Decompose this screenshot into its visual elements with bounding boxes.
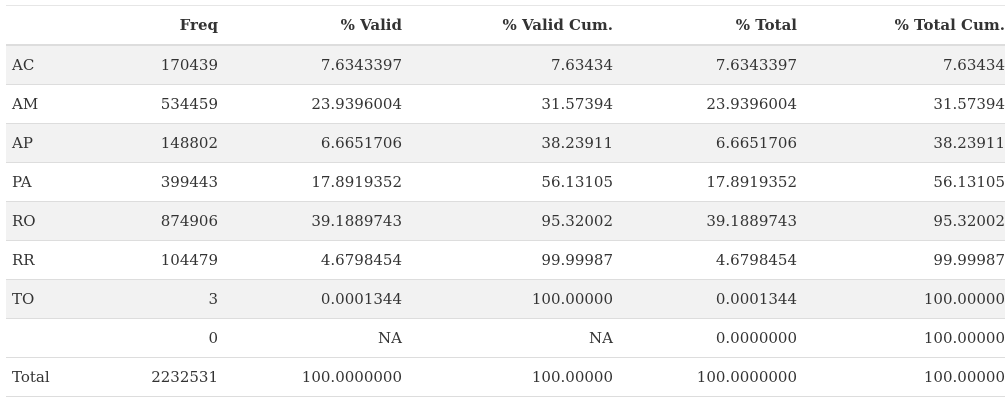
cell-pct-total: 7.6343397 — [613, 44, 797, 85]
cell-pct-valid: 7.6343397 — [218, 44, 402, 85]
cell-pct-total-cum: 95.32002 — [797, 201, 1005, 241]
cell-pct-valid-cum: NA — [402, 318, 613, 358]
cell-pct-valid-cum: 38.23911 — [402, 123, 613, 163]
cell-pct-valid: 39.1889743 — [218, 201, 402, 241]
table-row: AM 534459 23.9396004 31.57394 23.9396004… — [6, 84, 1005, 124]
cell-pct-valid: 23.9396004 — [218, 84, 402, 124]
cell-pct-total: 100.0000000 — [613, 357, 797, 397]
cell-pct-valid-cum: 95.32002 — [402, 201, 613, 241]
cell-pct-valid-cum: 99.99987 — [402, 240, 613, 280]
cell-pct-total-cum: 38.23911 — [797, 123, 1005, 163]
cell-pct-valid: 17.8919352 — [218, 162, 402, 202]
cell-pct-valid: 100.0000000 — [218, 357, 402, 397]
cell-pct-valid-cum: 100.00000 — [402, 357, 613, 397]
cell-freq: 874906 — [126, 201, 218, 241]
header-category — [6, 5, 126, 46]
cell-pct-valid-cum: 56.13105 — [402, 162, 613, 202]
cell-category: RO — [6, 201, 126, 241]
cell-freq: 399443 — [126, 162, 218, 202]
cell-pct-total-cum: 31.57394 — [797, 84, 1005, 124]
cell-category: AP — [6, 123, 126, 163]
cell-pct-total-cum: 7.63434 — [797, 44, 1005, 85]
cell-freq: 104479 — [126, 240, 218, 280]
table-row: AC 170439 7.6343397 7.63434 7.6343397 7.… — [6, 44, 1005, 85]
cell-pct-total: 0.0000000 — [613, 318, 797, 358]
table-row-total: Total 2232531 100.0000000 100.00000 100.… — [6, 357, 1005, 397]
cell-category: TO — [6, 279, 126, 319]
table-row: AP 148802 6.6651706 38.23911 6.6651706 3… — [6, 123, 1005, 163]
cell-freq: 170439 — [126, 44, 218, 85]
cell-freq: 534459 — [126, 84, 218, 124]
cell-pct-valid: NA — [218, 318, 402, 358]
cell-pct-valid-cum: 31.57394 — [402, 84, 613, 124]
header-pct-total: % Total — [613, 5, 797, 46]
cell-pct-valid-cum: 7.63434 — [402, 44, 613, 85]
frequency-table-container: Freq % Valid % Valid Cum. % Total % Tota… — [6, 5, 1005, 397]
header-row: Freq % Valid % Valid Cum. % Total % Tota… — [6, 5, 1005, 46]
frequency-table: Freq % Valid % Valid Cum. % Total % Tota… — [6, 5, 1005, 397]
cell-category — [6, 318, 126, 358]
table-row: RO 874906 39.1889743 95.32002 39.1889743… — [6, 201, 1005, 241]
header-freq: Freq — [126, 5, 218, 46]
cell-pct-total: 0.0001344 — [613, 279, 797, 319]
cell-category: Total — [6, 357, 126, 397]
cell-category: AC — [6, 44, 126, 85]
table-row: TO 3 0.0001344 100.00000 0.0001344 100.0… — [6, 279, 1005, 319]
cell-freq: 3 — [126, 279, 218, 319]
cell-pct-total: 39.1889743 — [613, 201, 797, 241]
cell-pct-total-cum: 100.00000 — [797, 357, 1005, 397]
cell-pct-total-cum: 56.13105 — [797, 162, 1005, 202]
header-pct-valid: % Valid — [218, 5, 402, 46]
table-row: 0 NA NA 0.0000000 100.00000 — [6, 318, 1005, 358]
table-header: Freq % Valid % Valid Cum. % Total % Tota… — [6, 5, 1005, 46]
cell-freq: 2232531 — [126, 357, 218, 397]
cell-pct-total: 6.6651706 — [613, 123, 797, 163]
table-body: AC 170439 7.6343397 7.63434 7.6343397 7.… — [6, 44, 1005, 397]
cell-freq: 148802 — [126, 123, 218, 163]
table-row: PA 399443 17.8919352 56.13105 17.8919352… — [6, 162, 1005, 202]
header-pct-total-cum: % Total Cum. — [797, 5, 1005, 46]
cell-pct-valid: 0.0001344 — [218, 279, 402, 319]
cell-pct-valid-cum: 100.00000 — [402, 279, 613, 319]
cell-category: PA — [6, 162, 126, 202]
cell-pct-total-cum: 100.00000 — [797, 318, 1005, 358]
cell-pct-total-cum: 99.99987 — [797, 240, 1005, 280]
cell-pct-total: 4.6798454 — [613, 240, 797, 280]
cell-category: RR — [6, 240, 126, 280]
table-row: RR 104479 4.6798454 99.99987 4.6798454 9… — [6, 240, 1005, 280]
cell-category: AM — [6, 84, 126, 124]
cell-pct-total: 17.8919352 — [613, 162, 797, 202]
header-pct-valid-cum: % Valid Cum. — [402, 5, 613, 46]
cell-freq: 0 — [126, 318, 218, 358]
cell-pct-total: 23.9396004 — [613, 84, 797, 124]
cell-pct-valid: 6.6651706 — [218, 123, 402, 163]
cell-pct-total-cum: 100.00000 — [797, 279, 1005, 319]
cell-pct-valid: 4.6798454 — [218, 240, 402, 280]
